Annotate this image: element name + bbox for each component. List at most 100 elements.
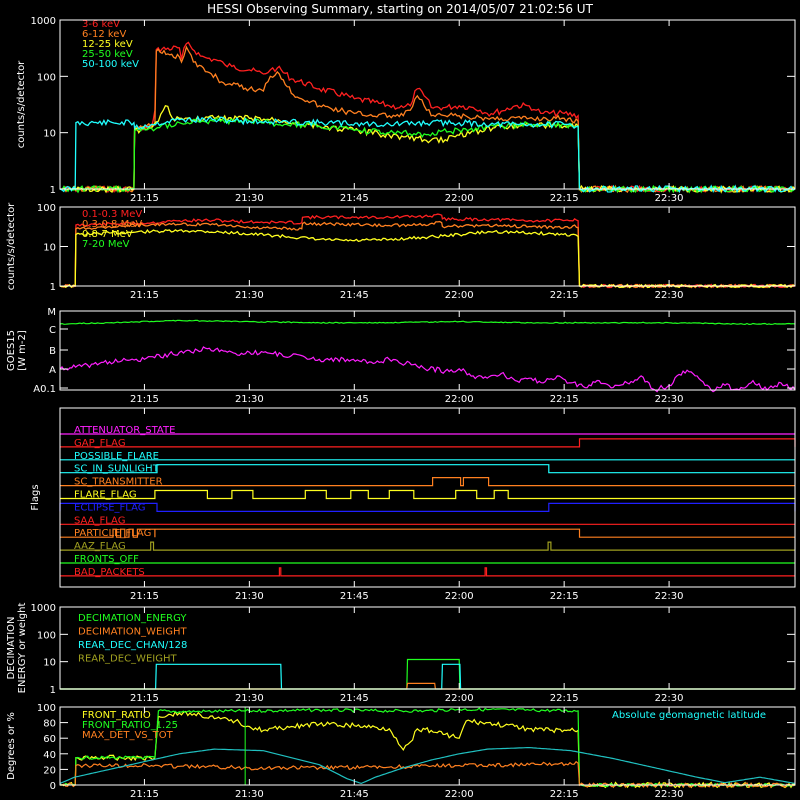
goes-long-channel-line bbox=[59, 319, 796, 326]
flag-trace-particle_flag bbox=[60, 528, 795, 538]
y-tick-label: 100 bbox=[37, 630, 56, 641]
flag-trace-sc_transmitter bbox=[60, 477, 795, 487]
x-tick-label: 21:30 bbox=[235, 591, 264, 602]
flag-trace-gap_flag bbox=[60, 438, 796, 448]
y-axis-label: Flags bbox=[30, 484, 41, 510]
legend-entry: 0.3-0.8 MeV bbox=[82, 219, 142, 230]
y-axis-label: [W m-2] bbox=[17, 330, 28, 371]
y-axis-label: Degrees or % bbox=[6, 712, 17, 780]
ratio-line bbox=[59, 747, 796, 785]
flag-trace-sc_in_sunlight bbox=[60, 464, 795, 474]
y-tick-label: 10 bbox=[43, 129, 56, 140]
x-tick-label: 22:30 bbox=[655, 789, 684, 800]
y-tick-label: 40 bbox=[43, 750, 56, 761]
x-tick-label: 22:00 bbox=[445, 591, 474, 602]
panel-4-frame bbox=[59, 407, 796, 588]
legend-entry: REAR_DEC_CHAN/128 bbox=[78, 640, 187, 651]
series-line-25-50-keV bbox=[59, 116, 796, 194]
flag-label: ATTENUATOR_STATE bbox=[74, 425, 175, 436]
x-tick-label: 21:45 bbox=[340, 693, 369, 704]
x-tick-label: 22:00 bbox=[445, 789, 474, 800]
y-axis-label: ENERGY or weight bbox=[17, 603, 28, 694]
flag-label: PARTICLE_FLAG bbox=[74, 528, 151, 539]
flag-label: ECLIPSE_FLAG bbox=[74, 502, 145, 513]
y-tick-label: 1000 bbox=[31, 603, 56, 614]
y-tick-label: 100 bbox=[37, 72, 56, 83]
x-tick-label: 21:30 bbox=[235, 290, 264, 301]
x-tick-label: 22:15 bbox=[550, 193, 579, 204]
series-line-3-6-keV bbox=[59, 41, 796, 194]
x-tick-label: 21:45 bbox=[340, 394, 369, 405]
y-tick-label: 60 bbox=[43, 734, 56, 745]
x-tick-label: 22:15 bbox=[550, 591, 579, 602]
legend-entry: 6-12 keV bbox=[82, 29, 126, 40]
series-line-0.3-0.8-MeV bbox=[59, 220, 796, 289]
legend-entry: 12-25 keV bbox=[82, 39, 133, 50]
flag-label: GAP_FLAG bbox=[74, 438, 126, 449]
x-tick-label: 21:15 bbox=[130, 193, 159, 204]
x-tick-label: 21:30 bbox=[235, 193, 264, 204]
goes-short-channel-line bbox=[59, 346, 796, 393]
series-line-12-25-keV bbox=[59, 105, 796, 194]
legend-entry: FRONT_RATIO_1.25 bbox=[82, 720, 178, 731]
x-tick-label: 22:00 bbox=[445, 394, 474, 405]
y-axis-label: DECIMATION bbox=[6, 616, 17, 679]
x-tick-label: 21:45 bbox=[340, 193, 369, 204]
x-tick-label: 22:30 bbox=[655, 394, 684, 405]
x-tick-label: 22:15 bbox=[550, 789, 579, 800]
flag-label: SC_TRANSMITTER bbox=[74, 477, 163, 488]
panel-5-frame bbox=[59, 606, 796, 690]
y-axis-label: GOES15 bbox=[6, 330, 17, 371]
legend-entry: 0.8-7 MeV bbox=[82, 229, 133, 240]
decimation-line bbox=[60, 682, 795, 690]
y-axis-label: counts/s/detector bbox=[16, 60, 27, 148]
x-tick-label: 22:00 bbox=[445, 193, 474, 204]
y-tick-label: A0.1 bbox=[33, 384, 56, 395]
y-tick-label: C bbox=[49, 325, 56, 336]
x-tick-label: 22:30 bbox=[655, 290, 684, 301]
x-tick-label: 22:00 bbox=[445, 693, 474, 704]
legend-entry: 3-6 keV bbox=[82, 19, 120, 30]
y-tick-label: 20 bbox=[43, 765, 56, 776]
ratio-line bbox=[59, 760, 796, 789]
figure-title: HESSI Observing Summary, starting on 201… bbox=[207, 2, 593, 16]
flag-label: FRONTS_OFF bbox=[74, 554, 139, 565]
legend-entry: DECIMATION_ENERGY bbox=[78, 613, 187, 624]
flag-trace-eclipse_flag bbox=[59, 502, 796, 512]
flag-trace-flare_flag bbox=[60, 489, 795, 500]
x-tick-label: 22:00 bbox=[445, 290, 474, 301]
y-tick-label: M bbox=[47, 307, 56, 318]
x-tick-label: 21:15 bbox=[130, 693, 159, 704]
x-tick-label: 21:15 bbox=[130, 290, 159, 301]
flag-label: POSSIBLE_FLARE bbox=[74, 451, 159, 462]
x-tick-label: 22:30 bbox=[655, 193, 684, 204]
x-tick-label: 22:30 bbox=[655, 591, 684, 602]
x-tick-label: 21:30 bbox=[235, 789, 264, 800]
panel-1-frame bbox=[59, 19, 796, 190]
flag-label: SC_IN_SUNLIGHT bbox=[74, 464, 160, 475]
flag-label: AAZ_FLAG bbox=[74, 541, 126, 552]
x-tick-label: 22:15 bbox=[550, 693, 579, 704]
legend-entry: FRONT_RATIO bbox=[82, 710, 151, 721]
y-tick-label: 100 bbox=[37, 203, 56, 214]
x-tick-label: 21:30 bbox=[235, 394, 264, 405]
legend-entry: DECIMATION_WEIGHT bbox=[78, 627, 187, 638]
x-tick-label: 21:45 bbox=[340, 591, 369, 602]
latitude-annotation: Absolute geomagnetic latitude bbox=[612, 710, 766, 721]
x-tick-label: 21:15 bbox=[130, 591, 159, 602]
legend-entry: MAX_DET_VS_TOT bbox=[82, 730, 174, 741]
x-tick-label: 21:45 bbox=[340, 290, 369, 301]
flag-label: FLARE_FLAG bbox=[74, 490, 137, 501]
panel-6-frame bbox=[59, 706, 796, 786]
y-tick-label: 1 bbox=[50, 282, 56, 293]
decimation-line bbox=[60, 663, 795, 690]
y-tick-label: 100 bbox=[37, 703, 56, 714]
y-tick-label: 1000 bbox=[31, 16, 56, 27]
x-tick-label: 21:15 bbox=[130, 394, 159, 405]
y-tick-label: B bbox=[49, 346, 56, 357]
legend-entry: 25-50 keV bbox=[82, 49, 133, 60]
series-line-0.8-7-MeV bbox=[59, 228, 796, 289]
x-tick-label: 22:15 bbox=[550, 290, 579, 301]
y-tick-label: 80 bbox=[43, 719, 56, 730]
